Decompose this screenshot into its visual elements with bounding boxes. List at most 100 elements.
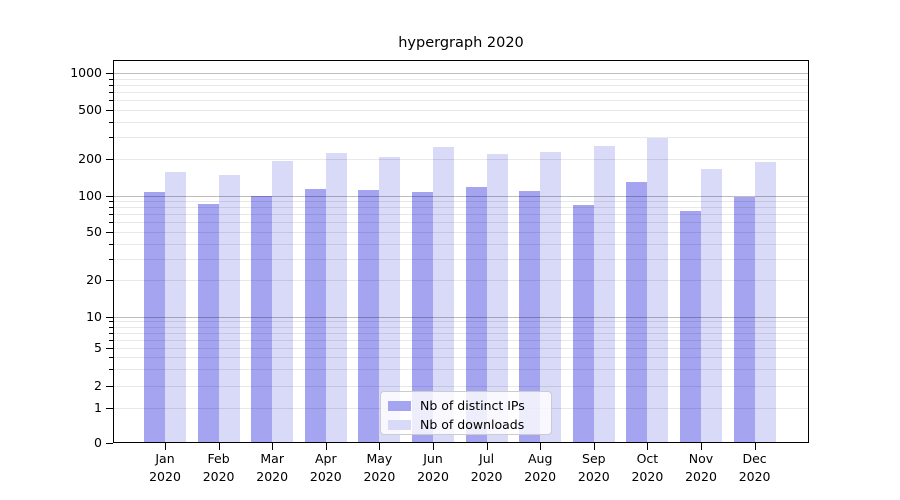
gridline-minor (114, 321, 809, 323)
x-tick-label: Aug 2020 (524, 451, 557, 484)
bar-distinct-ips (680, 210, 701, 443)
x-tick-mark (433, 443, 434, 450)
y-tick-mark-minor (109, 137, 113, 139)
gridline-minor (114, 369, 809, 371)
x-tick-mark (325, 443, 327, 450)
y-tick-label: 5 (94, 340, 102, 355)
x-tick-label: Sep 2020 (577, 451, 610, 484)
y-tick-mark-minor (109, 280, 113, 282)
gridline-minor (114, 137, 809, 139)
gridline-minor (114, 207, 809, 209)
y-tick-mark-minor (109, 326, 113, 328)
y-tick-mark-minor (109, 258, 113, 260)
bar-distinct-ips (304, 188, 326, 443)
x-tick-mark (486, 443, 488, 450)
gridline-minor (114, 158, 809, 160)
bar-downloads (486, 154, 508, 443)
x-tick-label: Jan 2020 (149, 451, 181, 484)
gridline-minor (114, 332, 809, 334)
bar-downloads (593, 146, 615, 443)
y-tick-label: 200 (78, 150, 102, 166)
y-tick-label: 20 (86, 272, 102, 288)
legend-row-downloads: Nb of downloads (381, 416, 551, 433)
x-tick-mark (754, 443, 756, 450)
y-tick-mark-minor (109, 100, 113, 102)
x-tick-label: Mar 2020 (256, 451, 289, 484)
y-tick-mark-minor (109, 207, 113, 209)
y-tick-label: 1000 (70, 65, 102, 80)
bar-distinct-ips (626, 181, 648, 443)
x-tick-label: Feb 2020 (202, 451, 235, 484)
gridline-minor (114, 258, 809, 260)
gridline-minor (114, 222, 809, 224)
bar-downloads (325, 153, 347, 443)
gridline-minor (114, 121, 809, 123)
y-tick-mark-minor (109, 243, 113, 245)
y-tick-label: 100 (78, 187, 102, 203)
y-tick-mark (106, 316, 113, 318)
bar-downloads (647, 137, 669, 443)
y-tick-mark-minor (109, 369, 113, 371)
bar-downloads (218, 175, 240, 443)
bar-downloads (433, 147, 454, 443)
gridline-major (114, 316, 809, 318)
gridline-minor (114, 84, 809, 86)
x-tick-mark (593, 443, 595, 450)
y-tick-mark-minor (109, 357, 113, 359)
y-tick-mark (106, 73, 113, 74)
y-tick-label: 0 (94, 435, 102, 450)
legend-label-downloads: Nb of downloads (420, 417, 525, 432)
legend-swatch-downloads (388, 419, 411, 430)
gridline-major (114, 73, 809, 74)
x-tick-mark (218, 443, 220, 450)
legend: Nb of distinct IPs Nb of downloads (380, 391, 552, 435)
y-tick-mark-minor (109, 222, 113, 224)
y-tick-mark-minor (109, 91, 113, 93)
y-tick-mark-minor (109, 121, 113, 123)
bar-distinct-ips (572, 204, 594, 443)
x-tick-mark (165, 443, 166, 450)
gridline-minor (114, 109, 809, 111)
y-tick-mark-minor (109, 214, 113, 216)
y-tick-mark-minor (109, 408, 113, 409)
gridline-minor (114, 214, 809, 216)
gridline-minor (114, 386, 809, 387)
y-tick-label: 500 (78, 101, 102, 117)
x-tick-label: Jul 2020 (470, 451, 503, 484)
y-tick-mark-minor (109, 386, 113, 387)
y-tick-mark-minor (109, 231, 113, 233)
x-tick-mark (379, 443, 381, 450)
gridline-minor (114, 339, 809, 341)
x-tick-label: Oct 2020 (631, 451, 664, 484)
legend-row-distinct-ips: Nb of distinct IPs (381, 397, 551, 414)
x-tick-label: Jun 2020 (417, 451, 449, 484)
bar-downloads (165, 171, 186, 443)
bar-distinct-ips (733, 196, 755, 443)
y-tick-mark-minor (109, 109, 113, 111)
gridline-minor (114, 78, 809, 80)
x-tick-label: Nov 2020 (685, 451, 717, 484)
bar-distinct-ips (358, 189, 380, 443)
bar-distinct-ips (519, 190, 541, 443)
gridline-major (114, 195, 809, 197)
x-tick-mark (540, 443, 542, 450)
legend-swatch-distinct-ips (388, 400, 411, 411)
x-tick-label: Apr 2020 (309, 451, 342, 484)
y-tick-mark-minor (109, 339, 113, 341)
y-tick-mark (106, 443, 113, 444)
y-tick-label: 50 (86, 223, 102, 239)
bar-downloads (540, 152, 562, 443)
x-tick-mark (701, 443, 702, 450)
x-tick-label: May 2020 (363, 451, 396, 484)
bar-downloads (754, 161, 776, 443)
y-tick-label: 10 (86, 308, 102, 324)
bar-distinct-ips (251, 195, 273, 443)
bar-distinct-ips (465, 187, 487, 443)
gridline-minor (114, 280, 809, 282)
y-tick-mark-minor (109, 201, 113, 203)
y-tick-mark-minor (109, 158, 113, 160)
y-tick-label: 1 (94, 400, 102, 415)
y-tick-mark-minor (109, 348, 113, 349)
gridline-minor (114, 357, 809, 359)
